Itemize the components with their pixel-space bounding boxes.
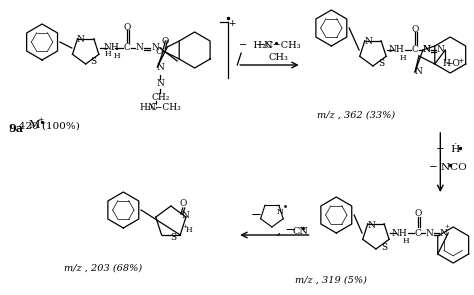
- Text: +: +: [457, 57, 463, 65]
- Text: − NCO: − NCO: [429, 163, 467, 173]
- Text: H₃C: H₃C: [139, 102, 158, 112]
- Text: 9a: 9a: [9, 122, 24, 134]
- Text: N: N: [364, 37, 372, 47]
- Text: NH: NH: [392, 229, 408, 237]
- Text: H: H: [114, 52, 121, 60]
- Text: O: O: [124, 22, 131, 32]
- Text: N: N: [276, 208, 283, 216]
- Text: N: N: [151, 43, 159, 53]
- Text: O: O: [162, 37, 169, 45]
- Text: −  Ḣ: − Ḣ: [436, 145, 460, 155]
- Text: C: C: [414, 229, 421, 237]
- Text: CN: CN: [293, 227, 309, 237]
- Text: N: N: [182, 212, 190, 220]
- Text: +: +: [37, 116, 43, 124]
- Text: O: O: [412, 24, 419, 34]
- Text: O: O: [415, 209, 422, 219]
- Text: N: N: [423, 45, 431, 55]
- Text: NH: NH: [389, 45, 405, 55]
- Text: , −: , −: [277, 224, 297, 237]
- Text: +: +: [445, 224, 450, 229]
- Text: N−CH₃: N−CH₃: [147, 102, 181, 112]
- Text: N: N: [156, 63, 164, 71]
- Text: N: N: [156, 78, 164, 88]
- Text: C: C: [411, 45, 418, 55]
- Text: H: H: [104, 50, 111, 58]
- Text: +: +: [182, 224, 187, 230]
- Text: CH₃: CH₃: [269, 53, 289, 61]
- Text: O: O: [179, 199, 186, 209]
- Text: S: S: [91, 58, 97, 66]
- Text: ,  420 (100%): , 420 (100%): [9, 122, 80, 130]
- Text: m/z , 362 (33%): m/z , 362 (33%): [317, 111, 395, 119]
- Text: −N−CH₃: −N−CH₃: [256, 40, 301, 50]
- Text: H: H: [400, 54, 406, 62]
- Text: CH₂: CH₂: [151, 93, 170, 101]
- Text: N: N: [439, 229, 447, 237]
- Text: +: +: [228, 19, 236, 29]
- Text: −: −: [250, 209, 262, 222]
- Text: m/z , 203 (68%): m/z , 203 (68%): [64, 263, 143, 273]
- Text: H: H: [185, 226, 192, 234]
- Text: N: N: [135, 43, 143, 53]
- Text: C: C: [124, 43, 131, 53]
- Text: S: S: [170, 234, 176, 242]
- Text: −O: −O: [445, 60, 460, 68]
- Text: S: S: [381, 242, 387, 252]
- Text: H: H: [442, 60, 450, 68]
- Text: N: N: [426, 229, 433, 237]
- Text: N: N: [367, 220, 375, 230]
- Text: N: N: [77, 35, 85, 45]
- Text: S: S: [378, 60, 384, 68]
- Text: O: O: [155, 47, 163, 55]
- Text: M: M: [28, 120, 40, 130]
- Text: N: N: [415, 68, 423, 76]
- Text: N: N: [422, 45, 430, 55]
- Text: H: H: [402, 237, 409, 245]
- Text: m/z , 319 (5%): m/z , 319 (5%): [295, 276, 367, 284]
- Text: N: N: [437, 45, 444, 55]
- Text: NH: NH: [103, 43, 119, 53]
- Text: −  H₂C: − H₂C: [239, 40, 273, 50]
